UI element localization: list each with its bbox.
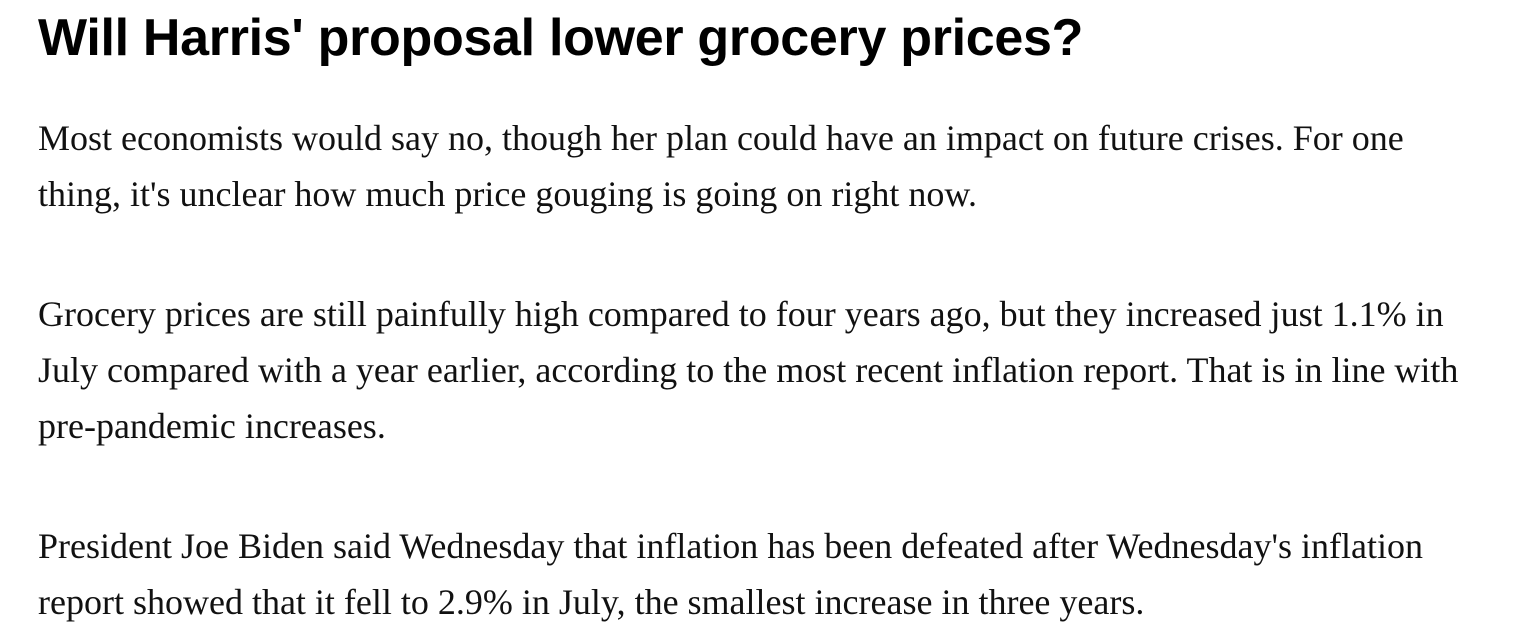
article-body: Will Harris' proposal lower grocery pric… xyxy=(38,0,1498,630)
article-paragraph: President Joe Biden said Wednesday that … xyxy=(38,526,1423,622)
article-paragraph: Grocery prices are still painfully high … xyxy=(38,294,1459,446)
article-paragraph: Most economists would say no, though her… xyxy=(38,118,1404,214)
article-headline: Will Harris' proposal lower grocery pric… xyxy=(38,9,1084,67)
